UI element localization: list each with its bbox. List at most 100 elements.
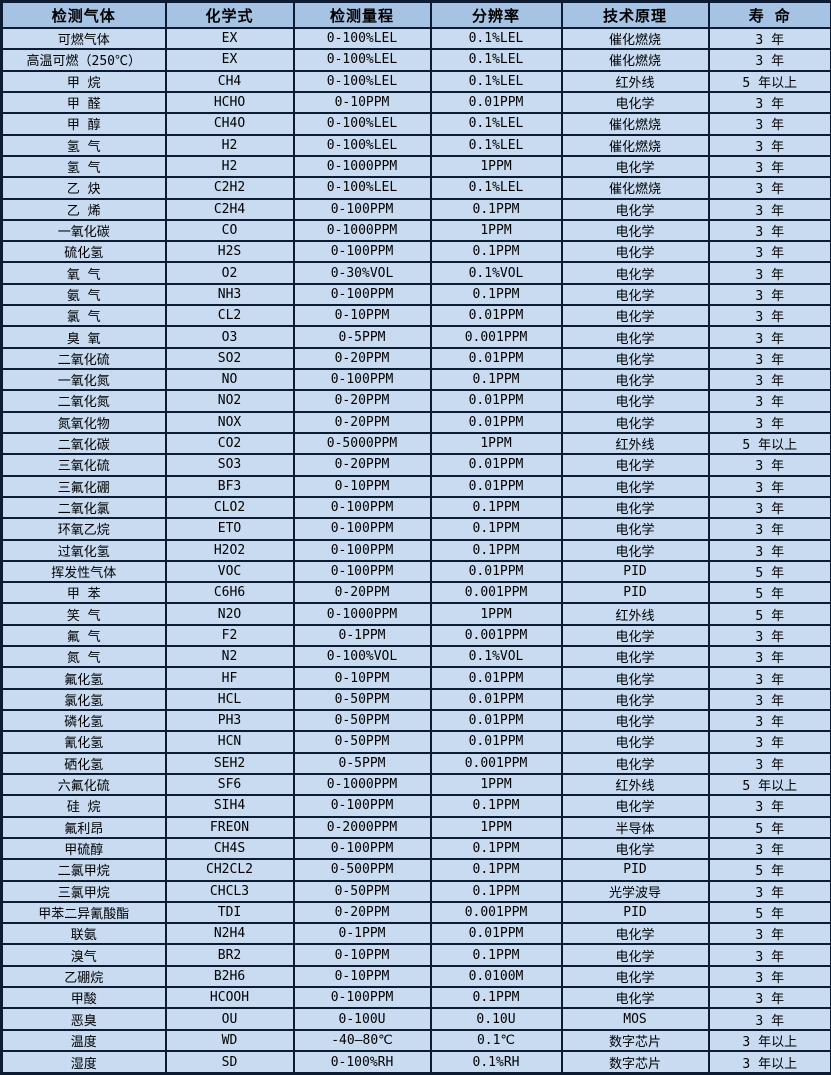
- cell-gas: 氰化氢: [0, 730, 167, 754]
- cell-gas: 氯化氢: [0, 687, 167, 712]
- table-row: 甲 醇 CH4O 0-100%LEL 0.1%LEL 催化燃烧 3 年: [0, 112, 831, 136]
- table-row: 一氧化碳 CO 0-1000PPM 1PPM 电化学 3 年: [0, 218, 831, 243]
- cell-principle: 电化学: [560, 517, 710, 541]
- cell-principle: 催化燃烧: [560, 26, 710, 51]
- cell-range: 0-1000PPM: [292, 218, 432, 243]
- cell-gas: 硅 烷: [0, 794, 167, 818]
- cell-range: 0-100%LEL: [292, 112, 432, 136]
- cell-principle: 电化学: [560, 538, 710, 562]
- cell-range: 0-5PPM: [292, 325, 432, 349]
- table-row: 二氧化硫 SO2 0-20PPM 0.01PPM 电化学 3 年: [0, 346, 831, 371]
- table-row: 甲硫醇 CH4S 0-100PPM 0.1PPM 电化学 3 年: [0, 836, 831, 861]
- cell-gas: 溴气: [0, 943, 167, 967]
- cell-formula: NOX: [164, 410, 295, 434]
- cell-principle: 电化学: [560, 218, 710, 243]
- table-row: 可燃气体 EX 0-100%LEL 0.1%LEL 催化燃烧 3 年: [0, 26, 831, 51]
- cell-lifespan: 5 年: [707, 581, 831, 605]
- cell-lifespan: 3 年: [707, 708, 831, 733]
- cell-gas: 二氯甲烷: [0, 858, 167, 882]
- cell-principle: 电化学: [560, 730, 710, 754]
- cell-resolution: 0.01PPM: [429, 304, 563, 328]
- cell-range: 0-20PPM: [292, 453, 432, 477]
- cell-gas: 甲苯二异氰酸酯: [0, 900, 167, 925]
- cell-lifespan: 5 年以上: [707, 69, 831, 93]
- cell-gas: 恶臭: [0, 1007, 167, 1031]
- table-row: 磷化氢 PH3 0-50PPM 0.01PPM 电化学 3 年: [0, 708, 831, 733]
- cell-principle: 电化学: [560, 708, 710, 733]
- cell-resolution: 0.001PPM: [429, 325, 563, 349]
- cell-resolution: 0.1%VOL: [429, 645, 563, 669]
- cell-lifespan: 3 年: [707, 48, 831, 72]
- table-row: 氧 气 O2 0-30%VOL 0.1%VOL 电化学 3 年: [0, 261, 831, 285]
- cell-range: 0-100PPM: [292, 538, 432, 562]
- cell-lifespan: 3 年: [707, 730, 831, 754]
- column-header-resolution: 分辨率: [429, 0, 563, 29]
- table-row: 氯化氢 HCL 0-50PPM 0.01PPM 电化学 3 年: [0, 687, 831, 712]
- cell-principle: 电化学: [560, 261, 710, 285]
- header-row: 检测气体 化学式 检测量程 分辨率 技术原理 寿 命: [0, 0, 831, 29]
- cell-gas: 甲 烷: [0, 69, 167, 93]
- cell-principle: 电化学: [560, 922, 710, 946]
- cell-gas: 高温可燃（250℃）: [0, 48, 167, 72]
- cell-formula: EX: [164, 26, 295, 51]
- cell-principle: 电化学: [560, 325, 710, 349]
- cell-lifespan: 3 年: [707, 836, 831, 861]
- cell-gas: 甲 醛: [0, 90, 167, 115]
- cell-formula: CO2: [164, 431, 295, 456]
- table-body: 可燃气体 EX 0-100%LEL 0.1%LEL 催化燃烧 3 年高温可燃（250℃） E…: [0, 26, 831, 1075]
- cell-formula: CH4S: [164, 836, 295, 861]
- cell-resolution: 0.001PPM: [429, 751, 563, 775]
- cell-lifespan: 3 年: [707, 453, 831, 477]
- cell-lifespan: 3 年: [707, 922, 831, 946]
- cell-resolution: 0.1PPM: [429, 879, 563, 903]
- table-row: 联氨 N2H4 0-1PPM 0.01PPM 电化学 3 年: [0, 922, 831, 946]
- cell-formula: C6H6: [164, 581, 295, 605]
- table-row: 三氧化硫 SO3 0-20PPM 0.01PPM 电化学 3 年: [0, 453, 831, 477]
- cell-resolution: 0.1PPM: [429, 943, 563, 967]
- cell-principle: 电化学: [560, 453, 710, 477]
- cell-lifespan: 3 年: [707, 304, 831, 328]
- cell-range: 0-10PPM: [292, 943, 432, 967]
- table-row: 挥发性气体 VOC 0-100PPM 0.01PPM PID 5 年: [0, 559, 831, 584]
- cell-range: 0-5000PPM: [292, 431, 432, 456]
- cell-lifespan: 3 年: [707, 261, 831, 285]
- cell-formula: SIH4: [164, 794, 295, 818]
- cell-formula: SD: [164, 1050, 295, 1075]
- cell-range: 0-30%VOL: [292, 261, 432, 285]
- cell-gas: 氮氧化物: [0, 410, 167, 434]
- cell-resolution: 0.1%VOL: [429, 261, 563, 285]
- table-row: 六氟化硫 SF6 0-1000PPM 1PPM 红外线 5 年以上: [0, 772, 831, 797]
- cell-gas: 臭 氧: [0, 325, 167, 349]
- cell-resolution: 1PPM: [429, 218, 563, 243]
- cell-formula: H2: [164, 133, 295, 157]
- cell-formula: N2O: [164, 602, 295, 626]
- cell-resolution: 1PPM: [429, 154, 563, 179]
- cell-resolution: 0.01PPM: [429, 453, 563, 477]
- table-row: 二氧化氮 NO2 0-20PPM 0.01PPM 电化学 3 年: [0, 389, 831, 413]
- cell-formula: H2: [164, 154, 295, 179]
- cell-gas: 甲酸: [0, 986, 167, 1010]
- cell-resolution: 1PPM: [429, 431, 563, 456]
- cell-lifespan: 3 年: [707, 517, 831, 541]
- cell-range: 0-100PPM: [292, 986, 432, 1010]
- cell-range: 0-20PPM: [292, 410, 432, 434]
- cell-principle: 半导体: [560, 815, 710, 839]
- cell-principle: 电化学: [560, 346, 710, 371]
- cell-lifespan: 3 年以上: [707, 1028, 831, 1053]
- cell-gas: 甲 醇: [0, 112, 167, 136]
- cell-resolution: 0.1PPM: [429, 495, 563, 520]
- cell-resolution: 0.1%LEL: [429, 26, 563, 51]
- cell-principle: PID: [560, 900, 710, 925]
- table-row: 甲 醛 HCHO 0-10PPM 0.01PPM 电化学 3 年: [0, 90, 831, 115]
- table-row: 三氯甲烷 CHCL3 0-50PPM 0.1PPM 光学波导 3 年: [0, 879, 831, 903]
- table-row: 二氧化氯 CLO2 0-100PPM 0.1PPM 电化学 3 年: [0, 495, 831, 520]
- cell-resolution: 0.1%LEL: [429, 48, 563, 72]
- cell-range: 0-20PPM: [292, 581, 432, 605]
- table-row: 一氧化氮 NO 0-100PPM 0.1PPM 电化学 3 年: [0, 367, 831, 392]
- cell-formula: ETO: [164, 517, 295, 541]
- cell-lifespan: 3 年: [707, 26, 831, 51]
- table-row: 氢 气 H2 0-1000PPM 1PPM 电化学 3 年: [0, 154, 831, 179]
- cell-formula: O3: [164, 325, 295, 349]
- cell-lifespan: 3 年: [707, 90, 831, 115]
